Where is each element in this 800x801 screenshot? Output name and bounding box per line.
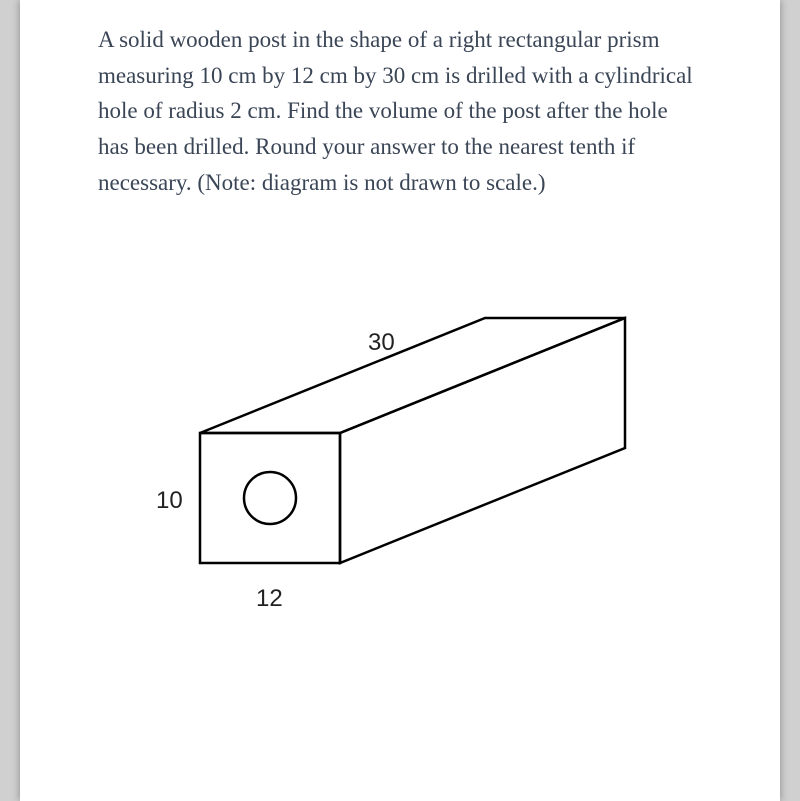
length-label: 30 xyxy=(368,329,395,356)
front-face xyxy=(200,433,340,563)
hole-circle xyxy=(244,472,296,524)
problem-text: A solid wooden post in the shape of a ri… xyxy=(98,22,702,200)
top-face xyxy=(200,318,625,433)
diagram: 30 10 12 xyxy=(98,288,702,628)
width-label: 12 xyxy=(256,585,283,612)
page: A solid wooden post in the shape of a ri… xyxy=(20,0,780,801)
prism-diagram: 30 10 12 xyxy=(120,288,680,628)
height-label: 10 xyxy=(156,487,183,514)
